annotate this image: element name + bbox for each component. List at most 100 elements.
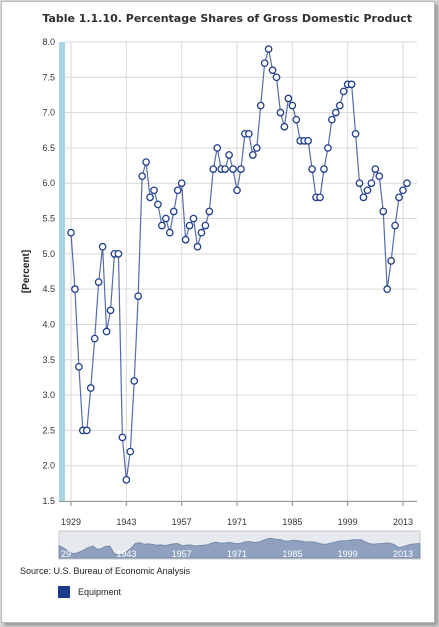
data-point: 1954: 5.3 xyxy=(165,228,174,237)
navigator-tick-label: 29 xyxy=(61,549,71,559)
data-point: 1981: 7.5 xyxy=(272,73,281,82)
legend-item-equipment[interactable]: Equipment xyxy=(58,586,121,598)
data-point: 2008: 5.6 xyxy=(379,207,388,216)
data-point: 1935: 3.8 xyxy=(90,334,99,343)
data-point: 1965: 6.2 xyxy=(209,165,218,173)
y-tick-label: 8.0 xyxy=(42,37,55,47)
data-point: 1980: 7.6 xyxy=(268,66,277,75)
y-axis-label: [Percent] xyxy=(21,250,32,293)
data-point: 1983: 6.8 xyxy=(280,122,289,131)
data-point: 2012: 5.8 xyxy=(395,193,403,202)
data-point: 1977: 7.1 xyxy=(256,101,265,110)
data-point: 1996: 7 xyxy=(331,108,340,117)
data-point: 2006: 6.2 xyxy=(371,165,380,173)
data-point: 1974: 6.7 xyxy=(245,129,253,138)
data-point: 2007: 6.1 xyxy=(375,172,384,181)
data-point: 1956: 5.9 xyxy=(173,186,182,195)
data-point: 1993: 6.2 xyxy=(320,165,328,173)
y-tick-label: 2.0 xyxy=(42,461,55,471)
data-point: 1952: 5.4 xyxy=(158,221,166,230)
data-point: 2002: 6 xyxy=(355,179,364,188)
data-point: 2013: 5.9 xyxy=(399,186,407,195)
y-axis-bar xyxy=(59,42,65,502)
data-point: 1966: 6.5 xyxy=(213,144,222,152)
y-tick-label: 3.5 xyxy=(42,355,55,365)
data-point: 1939: 4.2 xyxy=(106,306,115,315)
data-point: 1971: 5.9 xyxy=(233,186,241,195)
data-point: 1953: 5.5 xyxy=(162,214,170,223)
data-point: 1930: 4.5 xyxy=(71,285,79,294)
data-point: 1978: 7.7 xyxy=(260,59,269,68)
y-tick-label: 3.0 xyxy=(42,390,55,400)
chart-svg[interactable]: 8.0 7.5 7.0 6.5 6.0 5.5 5.0 4.5 4.0 3.5 3.0 2.5 2.0 1… xyxy=(2,2,434,622)
data-point: 1964: 5.6 xyxy=(205,207,214,216)
data-point: 2009: 4.5 xyxy=(383,285,392,294)
data-point: 1942: 2.4 xyxy=(118,433,127,442)
navigator-tick-label: 1999 xyxy=(338,549,358,559)
data-point: 1963: 5.4 xyxy=(201,221,210,230)
y-tick-label: 4.5 xyxy=(42,284,55,294)
data-point: 1975: 6.4 xyxy=(248,151,257,159)
y-tick-label: 2.5 xyxy=(42,425,55,435)
data-point: 1970: 6.2 xyxy=(229,165,237,173)
series-line-equipment xyxy=(70,48,408,480)
data-point: 1929: 5.3 xyxy=(67,228,75,237)
data-point: 1938: 3.9 xyxy=(102,327,111,336)
navigator-tick-label: 1957 xyxy=(172,549,192,559)
data-point: 1976: 6.5 xyxy=(252,144,261,152)
data-point: 1944: 2.2 xyxy=(126,447,135,456)
data-point: 1972: 6.2 xyxy=(237,165,245,173)
data-point: 2000: 7.4 xyxy=(347,80,356,89)
y-tick-label: 4.0 xyxy=(42,319,55,329)
navigator-tick-label: 1971 xyxy=(227,549,247,559)
data-point: 1979: 7.9 xyxy=(264,45,273,53)
y-tick-label: 5.0 xyxy=(42,249,55,259)
data-point: 1933: 2.5 xyxy=(82,426,91,435)
data-point: 1936: 4.6 xyxy=(94,278,103,286)
data-point: 2001: 6.7 xyxy=(351,129,360,138)
data-point: 1946: 4.4 xyxy=(134,292,143,301)
data-point: 1941: 5 xyxy=(114,249,123,258)
data-point: 1986: 6.9 xyxy=(292,115,301,124)
y-tick-label: 7.5 xyxy=(42,72,55,82)
data-point: 1994: 6.5 xyxy=(324,144,332,152)
data-point: 1960: 5.5 xyxy=(189,214,198,223)
data-point: 1968: 6.2 xyxy=(221,165,229,173)
data-point: 1992: 5.8 xyxy=(316,193,324,202)
data-point: 1934: 3.1 xyxy=(86,384,95,392)
data-point: 1937: 5.1 xyxy=(98,242,107,251)
data-point: 1959: 5.4 xyxy=(185,221,194,230)
data-point: 1982: 7 xyxy=(276,108,285,117)
data-point: 1985: 7.1 xyxy=(288,101,297,110)
data-point: 1961: 5.1 xyxy=(193,242,202,251)
data-point: 1955: 5.6 xyxy=(169,207,178,216)
y-tick-label: 6.0 xyxy=(42,178,55,188)
data-point: 2003: 5.8 xyxy=(359,193,368,202)
data-point: 1998: 7.3 xyxy=(339,87,348,96)
y-tick-label: 1.5 xyxy=(42,496,55,506)
navigator-tick-label: 1943 xyxy=(116,549,136,559)
data-point: 2014: 6 xyxy=(403,179,411,188)
x-tick-label: 1971 xyxy=(227,517,247,527)
x-tick-label: 1929 xyxy=(61,517,81,527)
data-point: 1947: 6.1 xyxy=(138,172,146,181)
navigator-tick-label: 2013 xyxy=(393,549,413,559)
data-point: 1984: 7.2 xyxy=(284,94,293,103)
legend-swatch xyxy=(58,586,70,598)
data-point: 2004: 5.9 xyxy=(363,186,372,195)
legend-label: Equipment xyxy=(78,587,122,597)
data-point: 1948: 6.3 xyxy=(142,158,150,166)
y-tick-label: 6.5 xyxy=(42,143,55,153)
x-tick-label: 1999 xyxy=(338,517,358,527)
data-point: 1957: 6 xyxy=(177,179,186,188)
data-point: 1989: 6.6 xyxy=(304,137,312,145)
data-point: 1931: 3.4 xyxy=(75,362,83,371)
y-tick-label: 7.0 xyxy=(42,108,55,118)
data-point: 1997: 7.1 xyxy=(335,101,344,110)
data-point: 2010: 4.9 xyxy=(387,257,395,265)
x-tick-label: 2013 xyxy=(393,517,413,527)
data-point: 1951: 5.7 xyxy=(154,200,162,209)
data-point: 1990: 6.2 xyxy=(308,165,316,173)
data-point: 2011: 5.4 xyxy=(391,221,399,230)
